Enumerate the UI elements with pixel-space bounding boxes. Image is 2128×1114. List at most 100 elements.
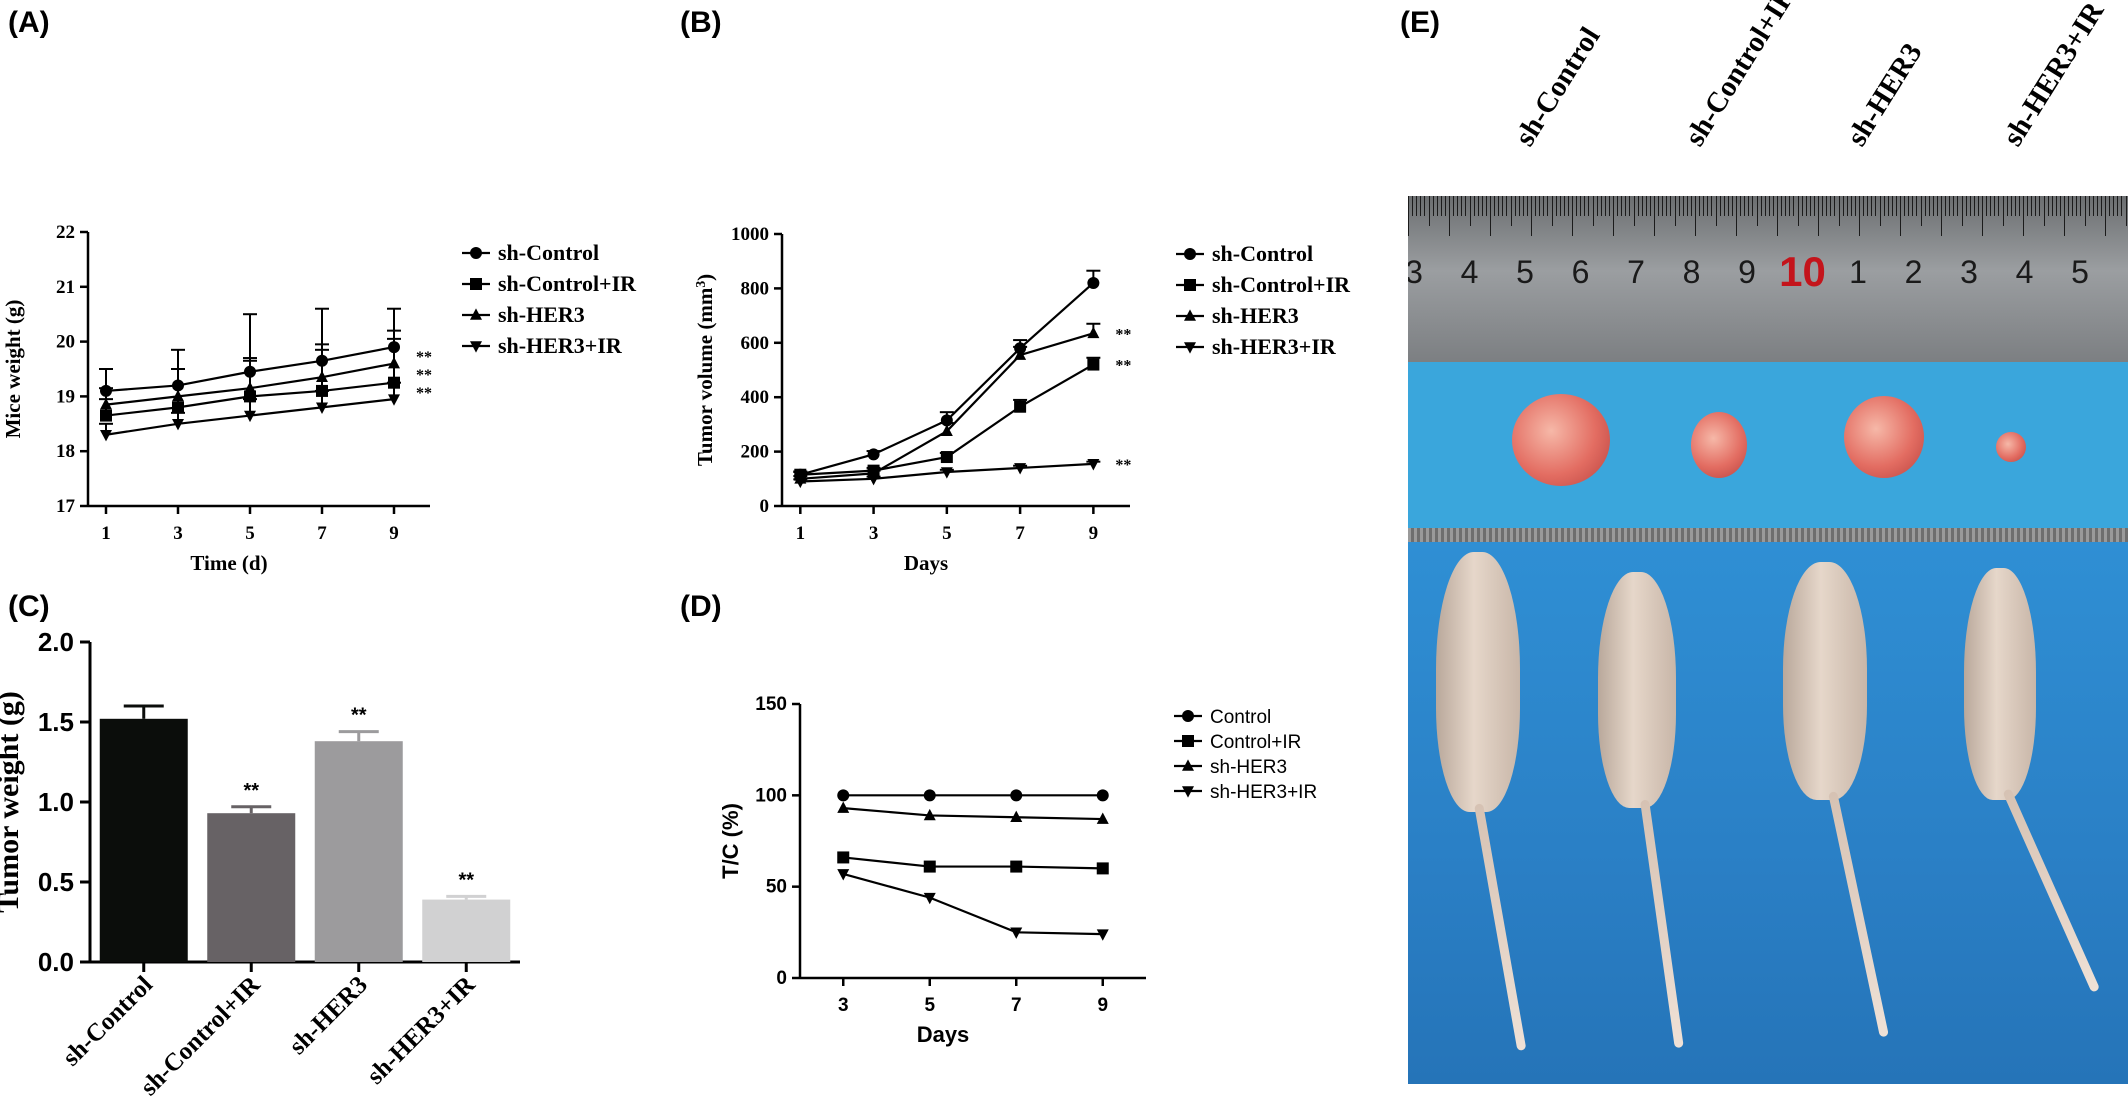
- chart-b-ylabel: Tumor volume (mm3): [693, 274, 718, 466]
- ruler-tick: [1678, 196, 1680, 216]
- ruler-tick: [1945, 196, 1947, 216]
- ruler-tick: [1494, 196, 1496, 216]
- ruler-tick: [1953, 196, 1955, 216]
- chart-c-category-label: sh-HER3+IR: [362, 970, 481, 1089]
- chart-b-ytick-label: 400: [741, 387, 770, 408]
- chart-b-point: [1014, 463, 1027, 475]
- chart-a-ytick-label: 19: [56, 386, 75, 407]
- chart-d-point: [837, 801, 850, 813]
- ruler-tick: [1715, 196, 1717, 226]
- ruler-tick: [1920, 196, 1922, 226]
- ruler-tick: [1440, 196, 1442, 216]
- ruler-tick: [1518, 196, 1520, 216]
- chart-a-point: [244, 410, 256, 423]
- ruler-tick: [1936, 196, 1938, 216]
- chart-a-point: [388, 356, 400, 369]
- ruler-tick: [2055, 196, 2057, 216]
- chart-d-point: [1010, 810, 1023, 823]
- ruler-tick: [2100, 196, 2102, 216]
- ruler-tick: [1666, 196, 1668, 216]
- ruler-tick: [1895, 196, 1897, 216]
- ruler-tick: [1850, 196, 1852, 216]
- ruler-number: 3: [1960, 254, 1978, 290]
- ruler-tick: [2105, 196, 2106, 236]
- chart-b-point: [1087, 326, 1100, 339]
- mouse-tail-sh-her3: [1828, 791, 1889, 1038]
- ruler-tick: [1506, 196, 1508, 216]
- ruler-tick: [1461, 196, 1463, 216]
- ruler-tick: [1740, 196, 1742, 216]
- ruler-tick: [1982, 196, 1983, 236]
- ruler-tick: [1822, 196, 1824, 216]
- chart-d-point: [923, 860, 936, 873]
- ruler-tick: [1969, 196, 1971, 216]
- chart-b-xtick-label: 7: [1015, 523, 1025, 544]
- chart-b-legend-label: sh-HER3+IR: [1212, 334, 1337, 359]
- ruler-tick: [1801, 196, 1803, 216]
- ruler: 3 4 5 6 7 8 9 10 1 2 3 4 5: [1408, 196, 2128, 362]
- ruler-tick: [1723, 196, 1725, 216]
- chart-d-xtick-label: 3: [838, 995, 849, 1016]
- ruler-tick: [2027, 196, 2029, 216]
- ruler-tick: [1928, 196, 1930, 216]
- ruler-tick: [1654, 196, 1655, 236]
- chart-c-category-label: sh-Control: [58, 971, 158, 1071]
- chart-b-significance: **: [1115, 457, 1131, 474]
- chart-a-xtick-label: 9: [389, 523, 399, 544]
- ruler-tick: [1932, 196, 1934, 216]
- chart-b-point: [867, 474, 880, 486]
- chart-d-point: [1096, 929, 1109, 941]
- ruler-number: 8: [1682, 254, 1701, 290]
- mice-photo: 3 4 5 6 7 8 9 10 1 2 3 4 5: [1408, 196, 2128, 1084]
- chart-a-ylabel: Mice weight (g): [1, 300, 25, 439]
- ruler-tick: [1707, 196, 1709, 216]
- divider-strip: [1408, 528, 2128, 542]
- chart-a-ytick-label: 21: [56, 277, 75, 298]
- ruler-tick: [1555, 196, 1557, 216]
- ruler-tick: [1465, 196, 1467, 216]
- tumor-sh-control: [1512, 394, 1610, 486]
- ruler-tick: [1777, 196, 1778, 236]
- ruler-tick: [1859, 196, 1860, 236]
- ruler-tick: [2006, 196, 2008, 216]
- chart-a-point: [388, 394, 400, 406]
- ruler-tick: [1781, 196, 1783, 216]
- ruler-tick: [1485, 196, 1487, 216]
- ruler-tick: [1662, 196, 1664, 216]
- chart-d-legend-marker: [1182, 786, 1194, 798]
- panel-label-e: (E): [1400, 6, 1440, 39]
- chart-a-xlabel: Time (d): [190, 551, 267, 575]
- chart-d-point: [837, 869, 850, 881]
- ruler-tick: [2043, 196, 2045, 226]
- chart-d-point: [837, 851, 850, 864]
- ruler-tick: [1871, 196, 1873, 216]
- chart-b-point: [794, 476, 807, 489]
- chart-a-legend-marker: [470, 308, 482, 320]
- chart-b-significance: **: [1115, 326, 1131, 343]
- mouse-tail-sh-control-ir: [1640, 799, 1684, 1049]
- ruler-tick: [1789, 196, 1791, 216]
- ruler-tick: [1731, 196, 1733, 216]
- chart-a-xtick-label: 7: [317, 523, 327, 544]
- ruler-tick: [1613, 196, 1614, 236]
- ruler-tick: [2059, 196, 2061, 216]
- ruler-tick: [1752, 196, 1754, 216]
- ruler-tick: [2088, 196, 2090, 216]
- chart-a-legend-label: sh-HER3+IR: [498, 333, 623, 358]
- ruler-tick: [1998, 196, 2000, 216]
- ruler-tick: [2023, 196, 2024, 236]
- ruler-tick: [1879, 196, 1881, 226]
- chart-d-series-line: [843, 807, 1103, 821]
- chart-b-xtick-label: 3: [869, 523, 879, 544]
- chart-a-xtick-label: 5: [245, 523, 255, 544]
- ruler-tick: [2096, 196, 2098, 216]
- chart-d-point: [923, 892, 936, 905]
- chart-a-point: [172, 419, 184, 431]
- chart-a-point: [172, 401, 184, 414]
- ruler-tick: [1686, 196, 1688, 216]
- ruler-tick: [1510, 196, 1512, 226]
- ruler-tick: [1543, 196, 1545, 216]
- ruler-tick: [1633, 196, 1635, 226]
- chart-b-xtick-label: 9: [1089, 523, 1099, 544]
- ruler-tick: [1682, 196, 1684, 216]
